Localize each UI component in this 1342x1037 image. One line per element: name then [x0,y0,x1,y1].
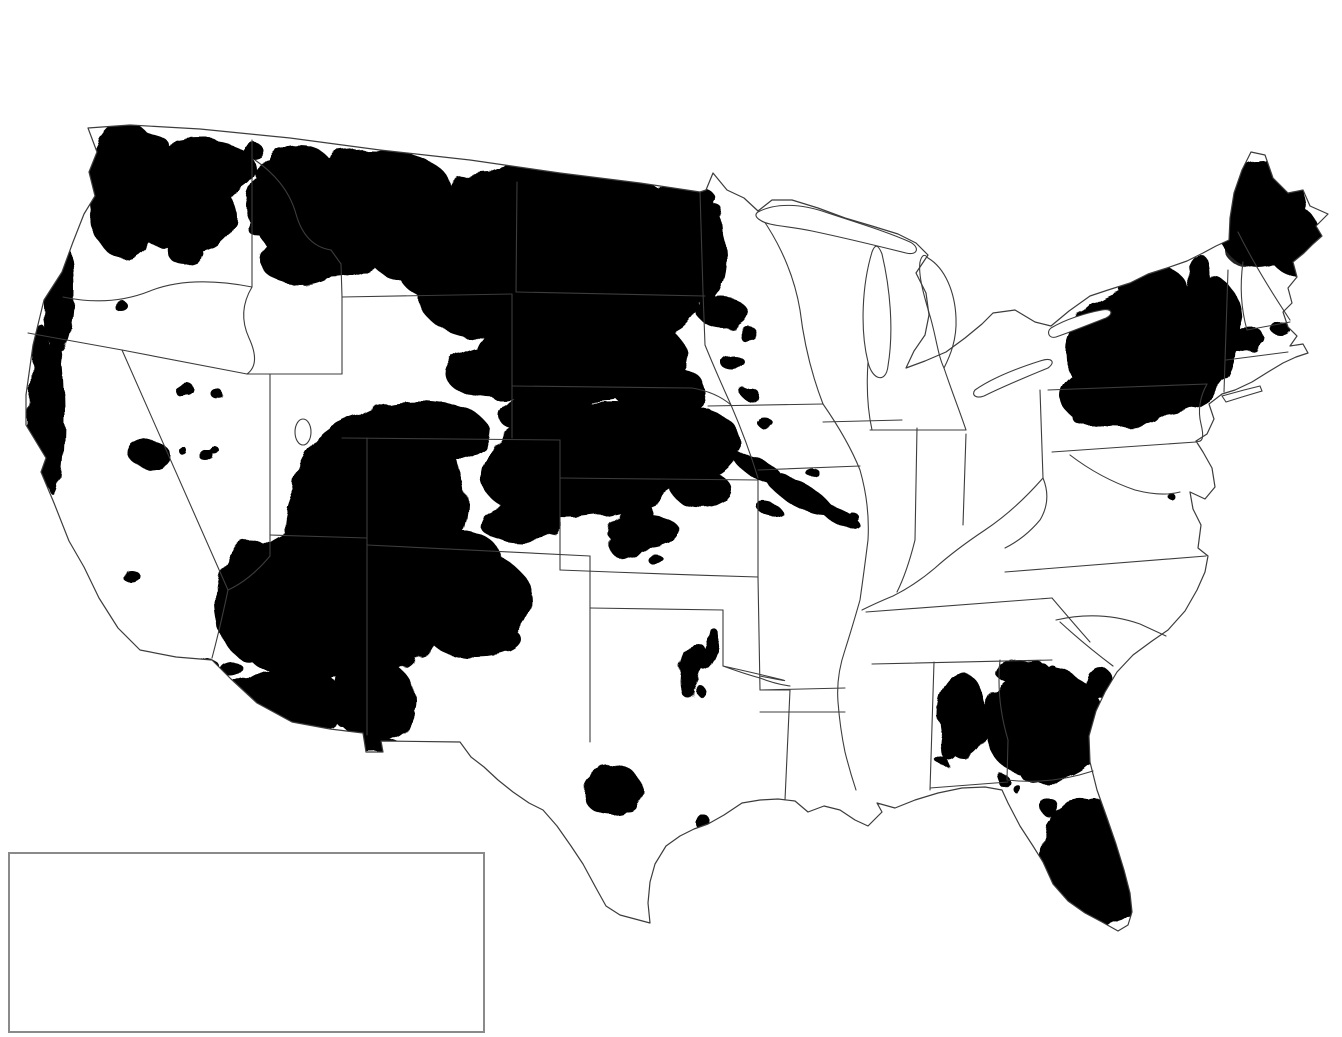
precipitation-legend [8,852,485,1033]
precip-region-southern-arizona [199,658,415,754]
precip-region-texas [581,765,712,834]
great-lakes [294,204,1263,446]
state-borders [27,139,1291,801]
precip-region-montana-dakotas [420,158,727,342]
precip-region-colorado-nebraska [478,403,742,565]
long-island [1221,385,1263,403]
precipitation-raster [29,125,1323,929]
precip-region-minnesota [685,191,724,280]
lake-michigan [862,245,892,379]
precip-region-nevada-specks [180,384,222,461]
conus-coastline [25,124,1329,932]
precip-region-arizona-new-mexico [214,518,532,677]
great-salt-lake [294,418,312,446]
precip-region-south-dakota [444,297,770,437]
precip-region-alabama [936,673,987,765]
lake-huron [919,254,957,370]
lake-superior [755,204,917,255]
precip-region-oklahoma-streaks [680,629,721,698]
precip-region-georgia [983,660,1112,783]
lake-ontario [1047,309,1112,338]
lake-erie [973,359,1053,398]
precip-region-northeast [1059,159,1323,501]
